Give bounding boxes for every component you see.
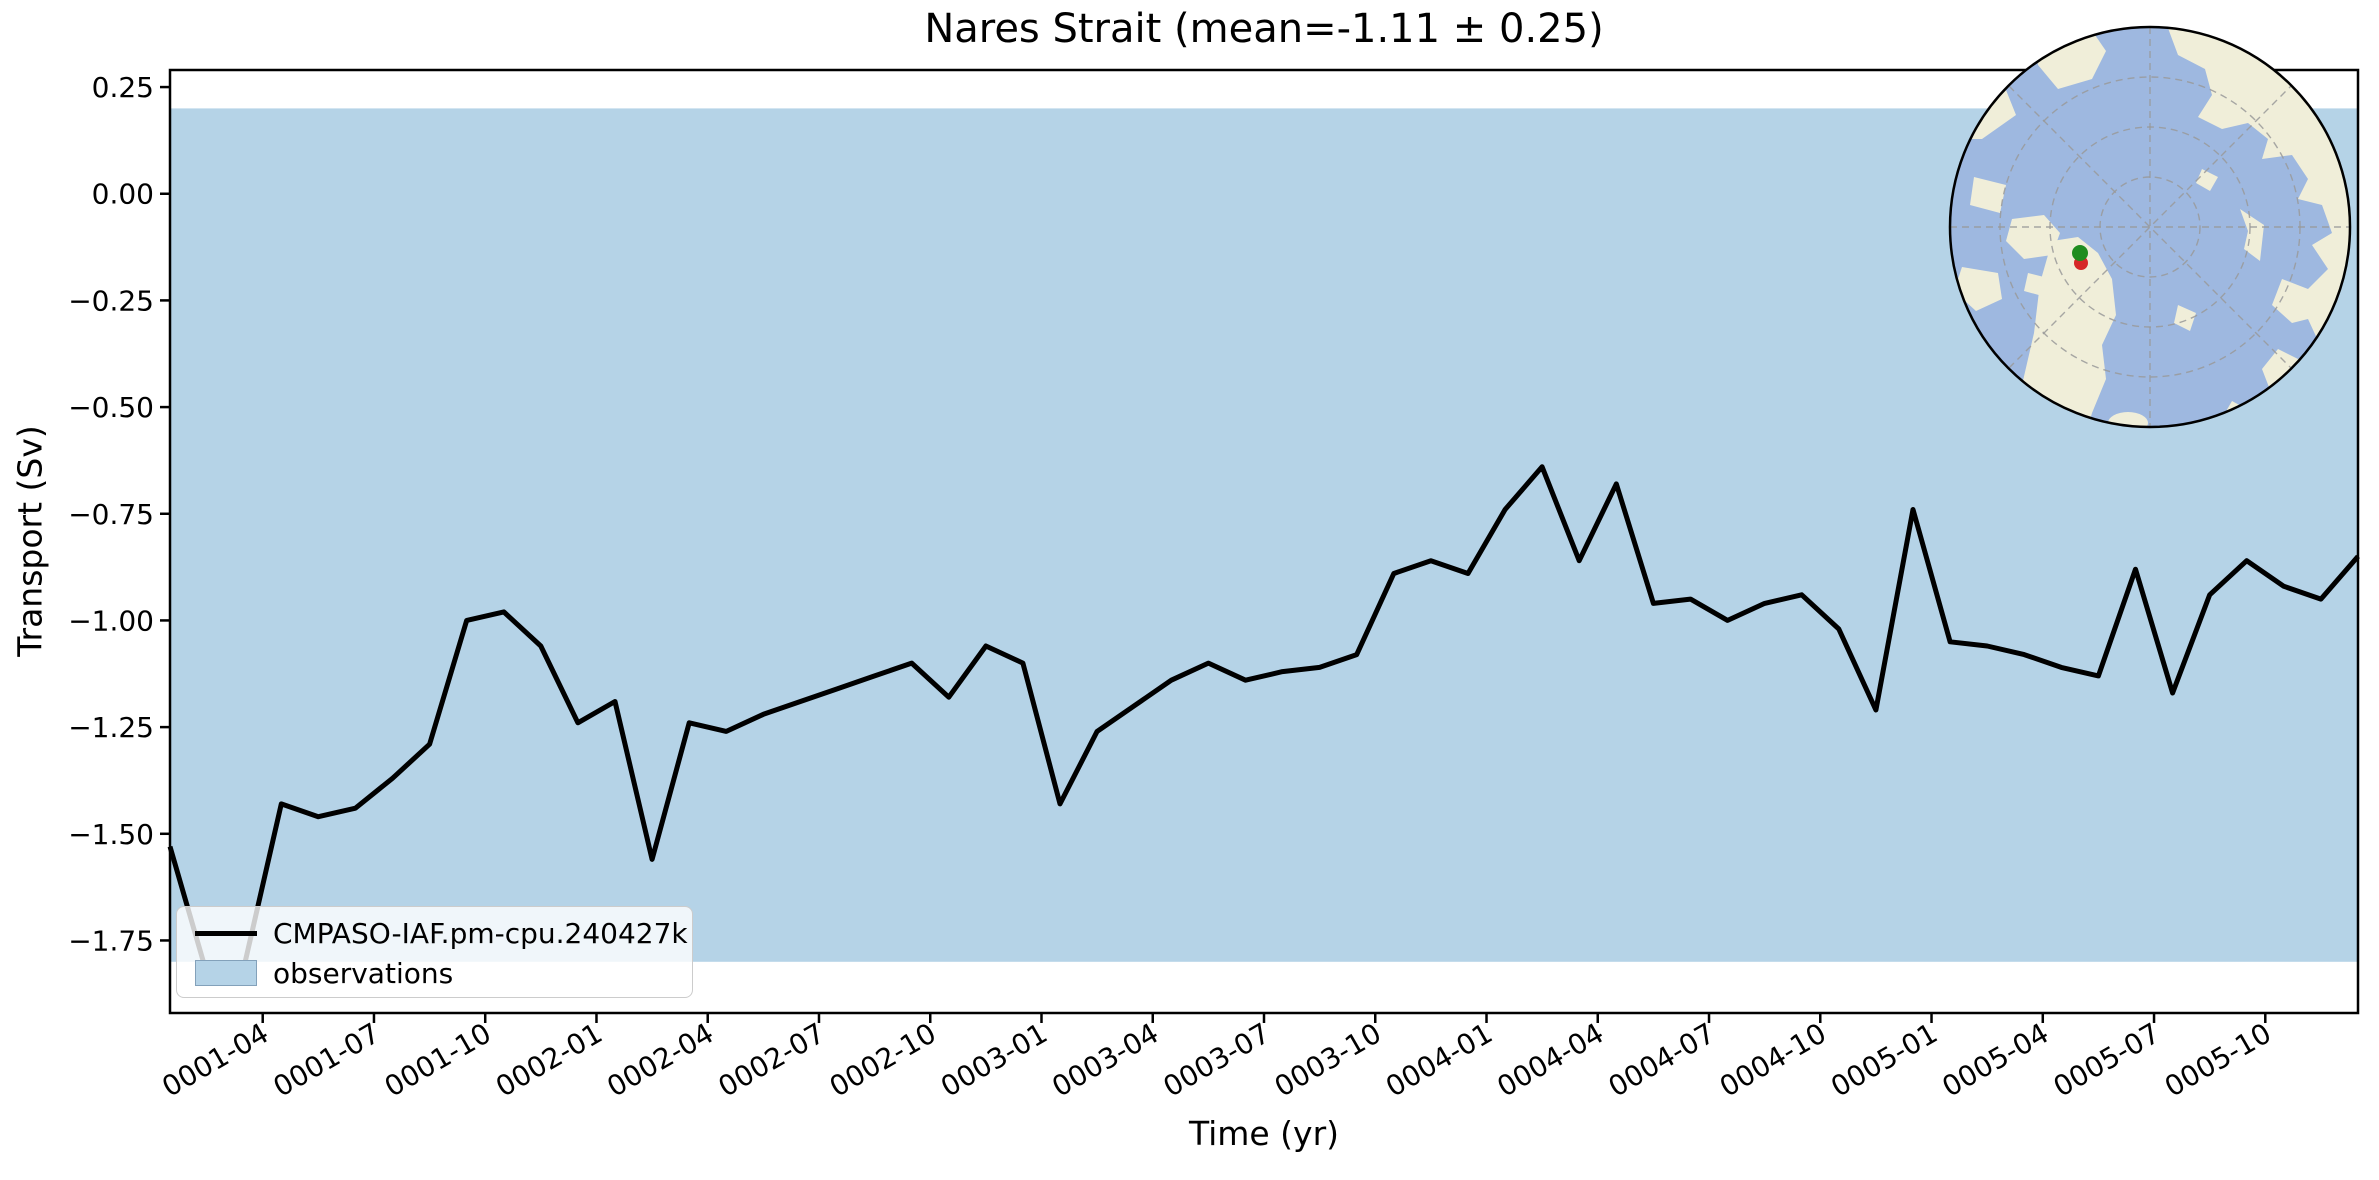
map-border [1948,25,2352,429]
x-tick-label: 0004-10 [1714,1016,1832,1103]
land-arctic-island [1954,267,2002,311]
model-line [167,464,2360,978]
land-ellesmere-island [2006,215,2060,259]
x-tick-label: 0002-04 [601,1016,719,1103]
y-tick-label: 0.25 [92,71,154,104]
x-tick-label: 0001-07 [268,1016,386,1103]
y-axis-label: Transport (Sv) [10,425,50,657]
land-arctic-island [1970,177,2006,213]
legend-item-label: observations [273,956,454,990]
legend-line-swatch [195,930,257,936]
y-tick-label: −0.50 [68,391,154,424]
inset-map-arctic [1948,25,2352,429]
x-tick-label: 0004-04 [1491,1016,1609,1103]
station-marker-green [2072,245,2088,261]
y-tick-label: −0.25 [68,284,154,317]
x-tick-label: 0001-10 [379,1016,497,1103]
y-tick-label: −1.50 [68,818,154,851]
legend-box: CMPASO-IAF.pm-cpu.240427k observations [176,906,693,998]
x-tick-label: 0005-10 [2159,1016,2277,1103]
legend-item-observations: observations [195,953,692,993]
land-arctic-island [2024,273,2052,297]
x-tick-label: 0003-01 [935,1016,1053,1103]
y-tick-label: −1.75 [68,924,154,957]
y-tick-label: −1.00 [68,604,154,637]
y-tick-label: −1.25 [68,711,154,744]
x-tick-label: 0002-01 [490,1016,608,1103]
x-tick-label: 0001-04 [156,1016,274,1103]
x-tick-label: 0004-07 [1603,1016,1721,1103]
land-canada-mainland [1950,303,1968,379]
map-graticule [1950,27,2350,427]
x-axis-label: Time (yr) [1188,1114,1340,1153]
x-tick-label: 0005-04 [1936,1016,2054,1103]
land-svalbard [2174,305,2196,331]
legend-item-model: CMPASO-IAF.pm-cpu.240427k [195,913,692,953]
x-tick-label: 0005-07 [2048,1016,2166,1103]
land-iceland [2108,412,2148,427]
legend-patch-swatch [195,960,257,986]
y-tick-label: 0.00 [92,178,154,211]
y-tick-label: −0.75 [68,498,154,531]
legend-item-label: CMPASO-IAF.pm-cpu.240427k [273,916,688,950]
x-tick-label: 0005-01 [1825,1016,1943,1103]
x-tick-label: 0003-10 [1269,1016,1387,1103]
land-novaya-zemlya [2240,209,2264,261]
x-tick-label: 0002-10 [824,1016,942,1103]
plot-title: Nares Strait (mean=-1.11 ± 0.25) [924,6,1604,52]
x-tick-label: 0003-07 [1158,1016,1276,1103]
x-tick-label: 0003-04 [1046,1016,1164,1103]
x-tick-label: 0002-07 [713,1016,831,1103]
x-tick-label: 0004-01 [1380,1016,1498,1103]
land-severnaya-zemlya [2196,169,2218,191]
